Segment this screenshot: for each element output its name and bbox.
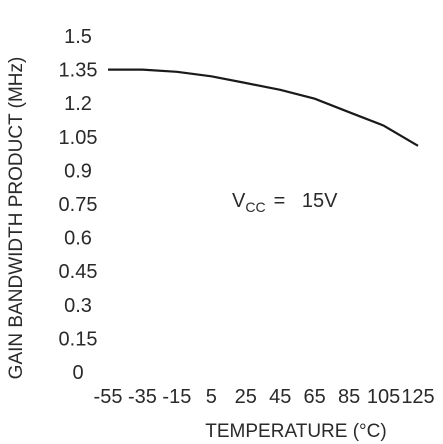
vcc-annotation-value: = 15V bbox=[274, 190, 339, 212]
y-tick-label: 1.2 bbox=[64, 93, 92, 115]
y-tick-label: 1.35 bbox=[59, 60, 98, 82]
y-tick-label: 0.15 bbox=[59, 328, 98, 350]
x-tick-label: 125 bbox=[401, 386, 434, 408]
series-line bbox=[108, 68, 419, 147]
x-axis-label: TEMPERATURE (°C) bbox=[205, 421, 386, 442]
x-tick-label: 105 bbox=[367, 386, 400, 408]
x-tick-label: -15 bbox=[162, 386, 191, 408]
vcc-annotation-prefix: V bbox=[232, 190, 246, 212]
y-tick-label: 0.6 bbox=[64, 228, 92, 250]
y-tick-label: 0.9 bbox=[64, 160, 92, 182]
x-tick-label: -35 bbox=[128, 386, 157, 408]
x-tick-label: 5 bbox=[206, 386, 217, 408]
y-tick-label: 0 bbox=[72, 362, 83, 384]
x-tick-label: 25 bbox=[235, 386, 257, 408]
x-tick-label: 65 bbox=[304, 386, 326, 408]
y-tick-label: 0.45 bbox=[59, 261, 98, 283]
y-axis-label: GAIN BANDWIDTH PRODUCT (MHz) bbox=[6, 57, 27, 380]
y-tick-label: 0.75 bbox=[59, 194, 98, 216]
x-tick-label: 45 bbox=[269, 386, 291, 408]
y-tick-label: 0.3 bbox=[64, 295, 92, 317]
y-tick-labels: 0 0.15 0.3 0.45 0.6 0.75 0.9 1.05 1.2 1.35 1.5 bbox=[59, 26, 98, 384]
vcc-annotation: VCC = 15V bbox=[232, 190, 338, 215]
y-tick-label: 1.5 bbox=[64, 26, 92, 48]
x-tick-label: -55 bbox=[94, 386, 123, 408]
series-group bbox=[108, 68, 419, 147]
vcc-annotation-subscript: CC bbox=[245, 199, 265, 215]
y-tick-label: 1.05 bbox=[59, 127, 98, 149]
x-tick-label: 85 bbox=[338, 386, 360, 408]
x-tick-labels: -55 -35 -15 5 25 45 65 85 105 125 bbox=[94, 386, 435, 408]
